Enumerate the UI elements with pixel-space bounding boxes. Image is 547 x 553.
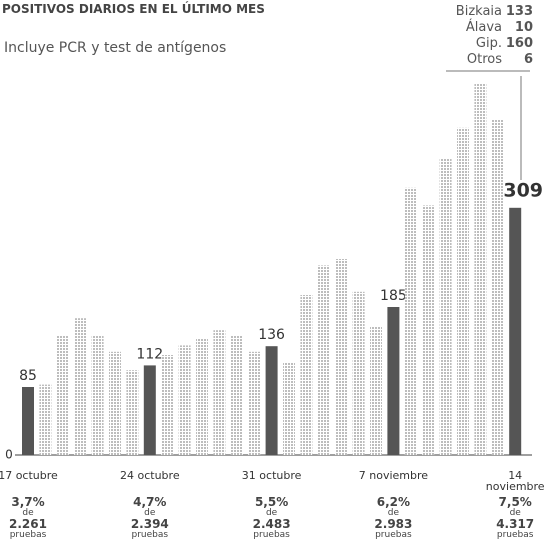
- unit: pruebas: [131, 530, 169, 540]
- tests: 4.317: [496, 517, 535, 531]
- x-tick-label: 24 octubre: [120, 469, 180, 482]
- bar: [300, 295, 313, 455]
- test-note: 6,2% de 2.983 pruebas: [358, 495, 428, 541]
- value-label: 85: [19, 368, 37, 384]
- of: de: [22, 508, 34, 518]
- breakdown-name: Álava: [465, 20, 502, 35]
- bar: [439, 158, 452, 455]
- bar: [196, 338, 208, 455]
- bar: [74, 318, 87, 455]
- value-label: 309: [503, 179, 543, 201]
- value-label: 185: [380, 288, 407, 304]
- bar: [91, 335, 104, 455]
- bar: [22, 387, 34, 455]
- unit: pruebas: [9, 530, 47, 540]
- x-tick-label: 17 octubre: [0, 469, 58, 482]
- of: de: [387, 508, 400, 518]
- breakdown-name: Gip.: [475, 36, 502, 51]
- chart-subtitle: Incluye PCR y test de antígenos: [4, 40, 227, 56]
- test-note: 5,5% de 2.483 pruebas: [237, 495, 307, 541]
- share: 6,2%: [376, 495, 411, 509]
- x-tick-label: 7 noviembre: [358, 469, 429, 482]
- tests: 2.983: [374, 517, 413, 531]
- test-note: 4,7% de 2.394 pruebas: [115, 495, 185, 541]
- value-label: 112: [136, 346, 163, 362]
- bar: [404, 187, 417, 456]
- bar: [474, 83, 487, 455]
- bar: [126, 370, 139, 455]
- bar: [370, 327, 382, 455]
- value-label: 136: [258, 327, 285, 343]
- bar: [213, 330, 226, 455]
- bar: [161, 355, 174, 455]
- bar: [352, 291, 365, 455]
- breakdown-value: 133: [505, 4, 533, 19]
- breakdown-value: 160: [505, 36, 533, 51]
- tests: 2.483: [252, 517, 291, 531]
- bar: [335, 259, 348, 455]
- unit: pruebas: [496, 530, 534, 540]
- tests: 2.394: [130, 517, 169, 531]
- unit: pruebas: [375, 530, 412, 540]
- breakdown-value: 10: [514, 20, 533, 35]
- share: 7,5%: [498, 495, 532, 509]
- bar: [265, 346, 278, 455]
- bar: [317, 265, 330, 455]
- share: 5,5%: [254, 495, 289, 509]
- breakdown-name: Bizkaia: [455, 4, 502, 19]
- bar: [509, 207, 522, 455]
- of: de: [265, 508, 278, 518]
- bar: [39, 384, 52, 455]
- chart-title: POSITIVOS DIARIOS EN EL ÚLTIMO MES: [2, 2, 265, 16]
- unit: pruebas: [253, 530, 290, 540]
- y-tick-label: 0: [5, 448, 13, 462]
- bar: [143, 365, 156, 455]
- bar: [109, 351, 121, 455]
- bar: [283, 362, 295, 455]
- bar: [56, 335, 69, 455]
- bar: [387, 307, 400, 455]
- x-tick-label: 31 octubre: [241, 469, 302, 482]
- bar: [422, 205, 435, 455]
- bar: [457, 127, 469, 456]
- tests: 2.261: [9, 517, 47, 531]
- x-tick-label: 14 noviembre: [485, 469, 545, 493]
- bar: [178, 345, 191, 455]
- test-note: 3,7% de 2.261 pruebas: [0, 495, 63, 541]
- share: 4,7%: [133, 495, 167, 509]
- breakdown-value: 6: [523, 52, 533, 67]
- bar: [491, 119, 504, 456]
- of: de: [144, 508, 156, 518]
- breakdown-name: Otros: [466, 52, 502, 67]
- test-note: 7,5% de 4.317 pruebas: [480, 495, 547, 541]
- of: de: [509, 508, 521, 518]
- share: 3,7%: [11, 495, 45, 509]
- bar: [248, 351, 261, 455]
- bar: [230, 335, 243, 455]
